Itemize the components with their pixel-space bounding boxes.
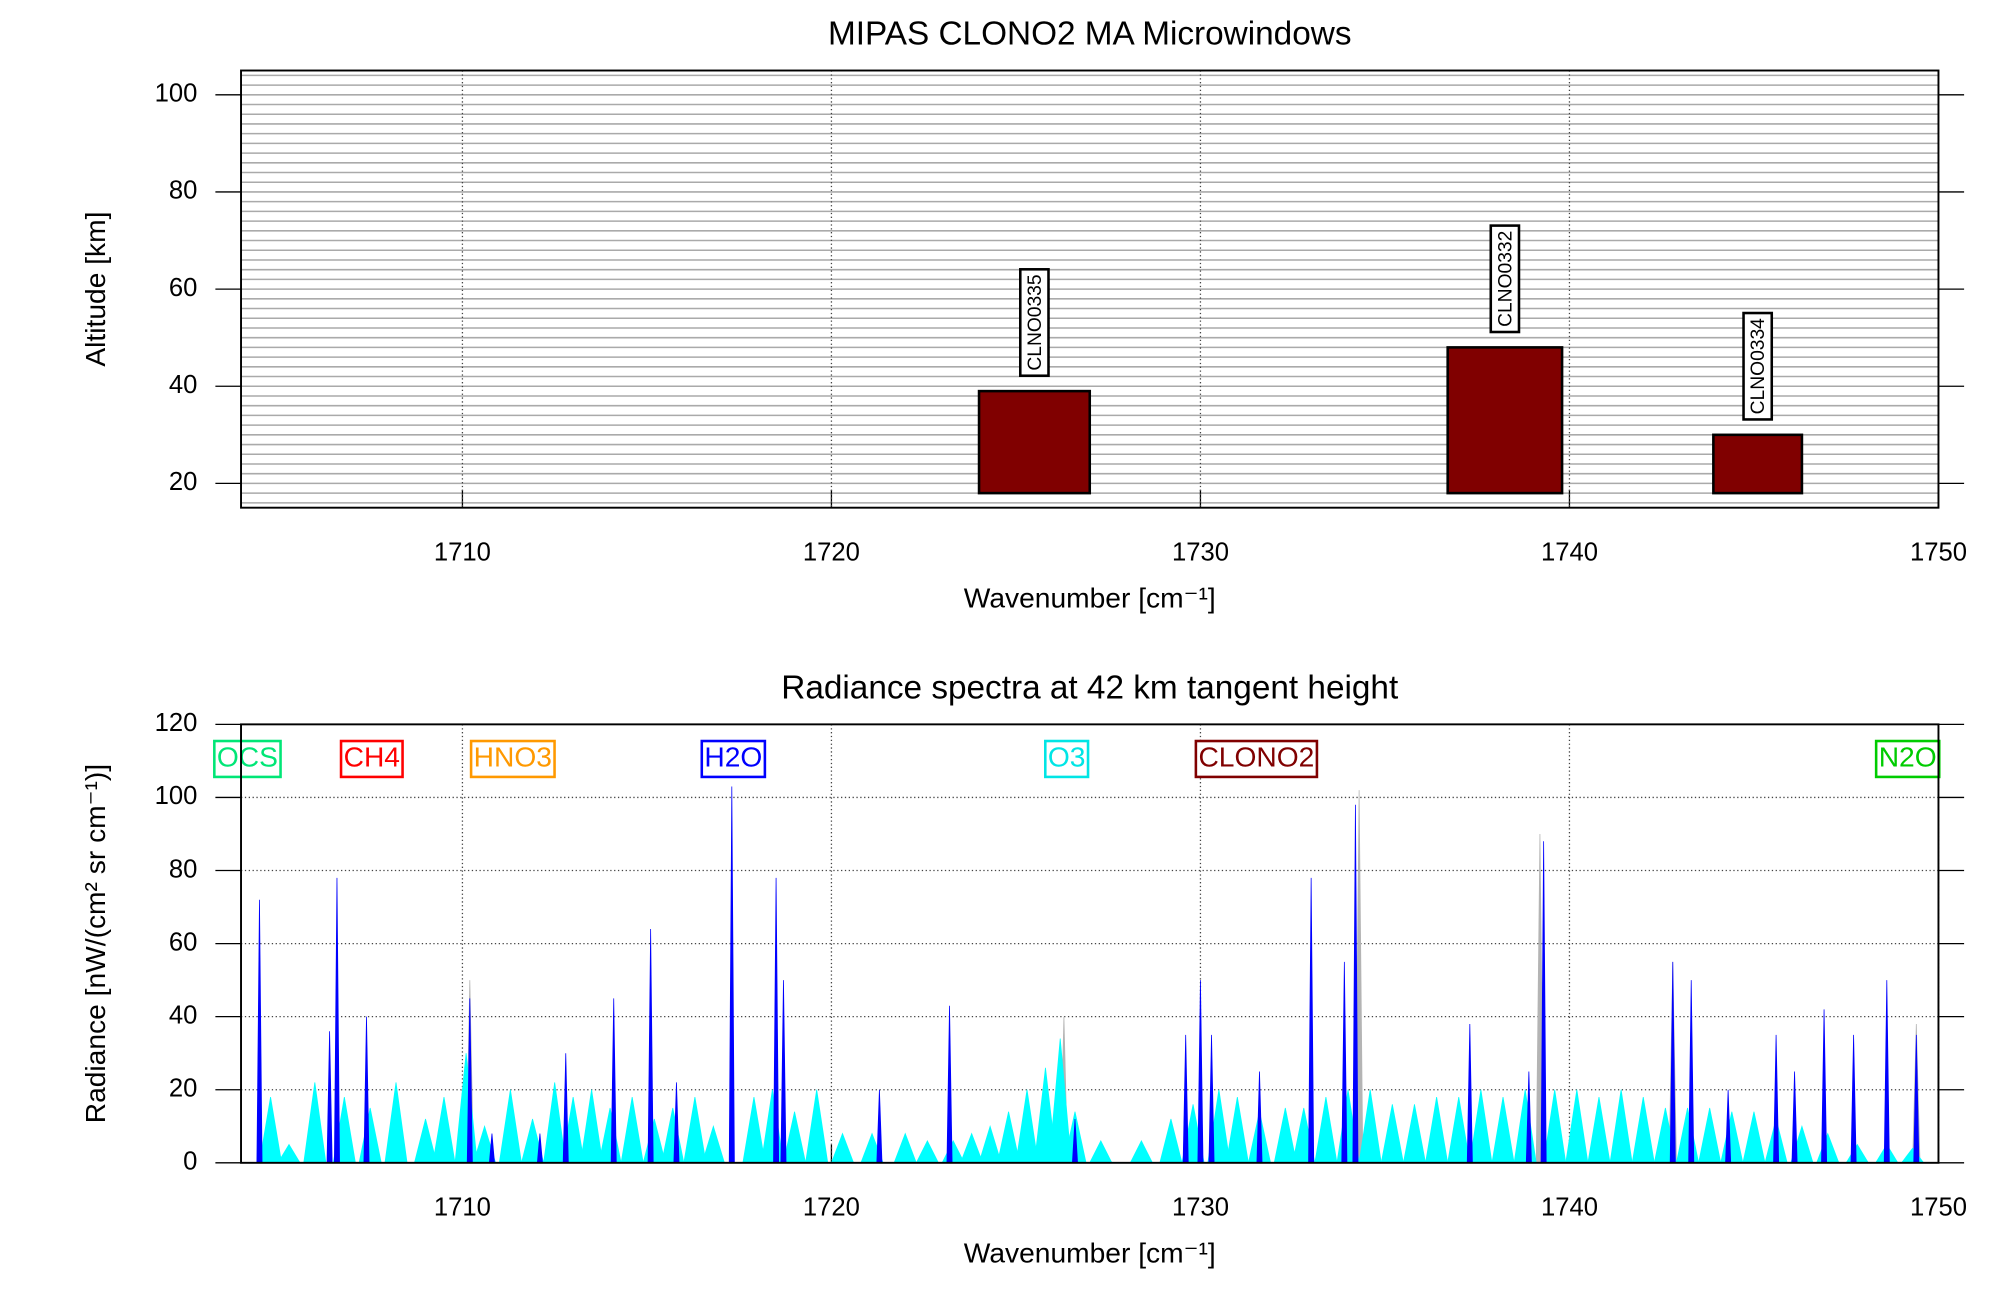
x-tick-label: 1710 — [434, 539, 491, 567]
species-box — [469, 739, 556, 779]
x-tick-label: 1750 — [1910, 1194, 1967, 1222]
x-tick-label: 1740 — [1541, 539, 1598, 567]
y-tick-label: 60 — [169, 928, 198, 956]
chart-title: Radiance spectra at 42 km tangent height — [781, 670, 1399, 707]
x-tick-label: 1730 — [1172, 1194, 1229, 1222]
y-axis-label: Radiance [nW/(cm² sr cm⁻¹)] — [79, 764, 111, 1123]
tag-box — [1742, 311, 1774, 421]
species-label: CH4 — [344, 740, 400, 772]
species-box — [213, 739, 282, 779]
microwindow — [1446, 346, 1564, 495]
microwindow — [1712, 433, 1804, 495]
x-tick-label: 1720 — [803, 539, 860, 567]
y-tick-label: 20 — [169, 1075, 198, 1103]
species-box — [700, 739, 767, 779]
y-tick-label: 80 — [169, 855, 198, 883]
species-label: HNO3 — [474, 740, 552, 772]
species-label: CLONO2 — [1198, 740, 1314, 772]
species-box — [1874, 739, 1941, 779]
y-tick-label: 60 — [169, 274, 198, 302]
plot-frame — [240, 723, 1940, 1164]
tag-label: CLNO0334 — [1748, 318, 1769, 414]
species-label: H2O — [704, 740, 762, 772]
window-tag: CLNO0335 — [1019, 268, 1050, 378]
window-tag: CLNO0334 — [1742, 311, 1774, 421]
plot-frame — [240, 69, 1940, 509]
chart-title: MIPAS CLONO2 MA Microwindows — [828, 16, 1352, 53]
y-tick-label: 120 — [155, 709, 198, 737]
tag-label: CLNO0332 — [1495, 231, 1516, 327]
y-tick-label: 100 — [155, 80, 198, 108]
y-tick-label: 0 — [183, 1148, 197, 1176]
x-tick-label: 1720 — [803, 1194, 860, 1222]
species-box — [1044, 739, 1090, 779]
x-axis-label: Wavenumber [cm⁻¹] — [964, 581, 1216, 613]
species-box — [1194, 739, 1319, 779]
x-tick-label: 1740 — [1541, 1194, 1598, 1222]
x-tick-label: 1730 — [1172, 539, 1229, 567]
x-tick-label: 1750 — [1910, 539, 1967, 567]
species-label: OCS — [217, 740, 278, 772]
tag-box — [1489, 224, 1521, 334]
species-box — [339, 739, 404, 779]
x-tick-label: 1710 — [434, 1194, 491, 1222]
y-tick-label: 40 — [169, 1001, 198, 1029]
species-label: N2O — [1879, 740, 1937, 772]
tag-box — [1019, 268, 1050, 378]
species-label: O3 — [1048, 740, 1086, 772]
window-tag: CLNO0332 — [1489, 224, 1521, 334]
tag-label: CLNO0335 — [1025, 274, 1046, 370]
microwindow — [977, 389, 1092, 495]
y-tick-label: 20 — [169, 468, 198, 496]
y-axis-label: Altitude [km] — [79, 212, 111, 367]
x-axis-label: Wavenumber [cm⁻¹] — [964, 1237, 1216, 1269]
y-tick-label: 80 — [169, 177, 198, 205]
y-tick-label: 40 — [169, 371, 198, 399]
y-tick-label: 100 — [155, 782, 198, 810]
